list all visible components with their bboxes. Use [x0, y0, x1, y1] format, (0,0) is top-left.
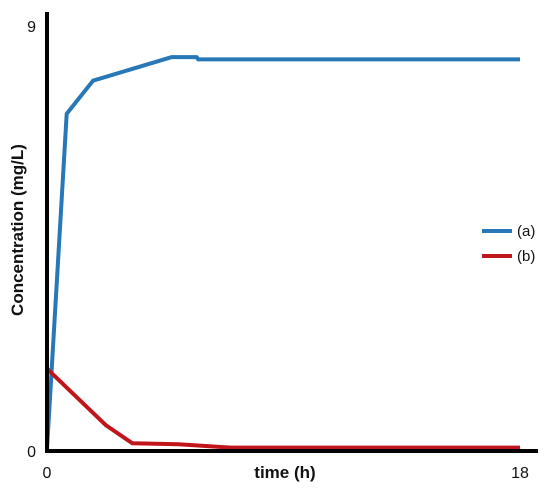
legend-label-a: (a) [517, 223, 535, 240]
y-tick-label-min: 0 [27, 444, 36, 461]
x-tick-label-max: 18 [511, 465, 529, 482]
y-tick-label-max: 9 [27, 19, 36, 36]
series-line-a [45, 55, 520, 450]
legend-label-b: (b) [517, 248, 535, 265]
series-line-b [45, 367, 520, 450]
series-layer [45, 55, 520, 450]
x-tick-label-min: 0 [43, 465, 52, 482]
axes [45, 12, 538, 453]
y-axis-title: Concentration (mg/L) [8, 144, 27, 316]
x-axis-title: time (h) [254, 463, 315, 482]
legend: (a) (b) [482, 223, 535, 265]
